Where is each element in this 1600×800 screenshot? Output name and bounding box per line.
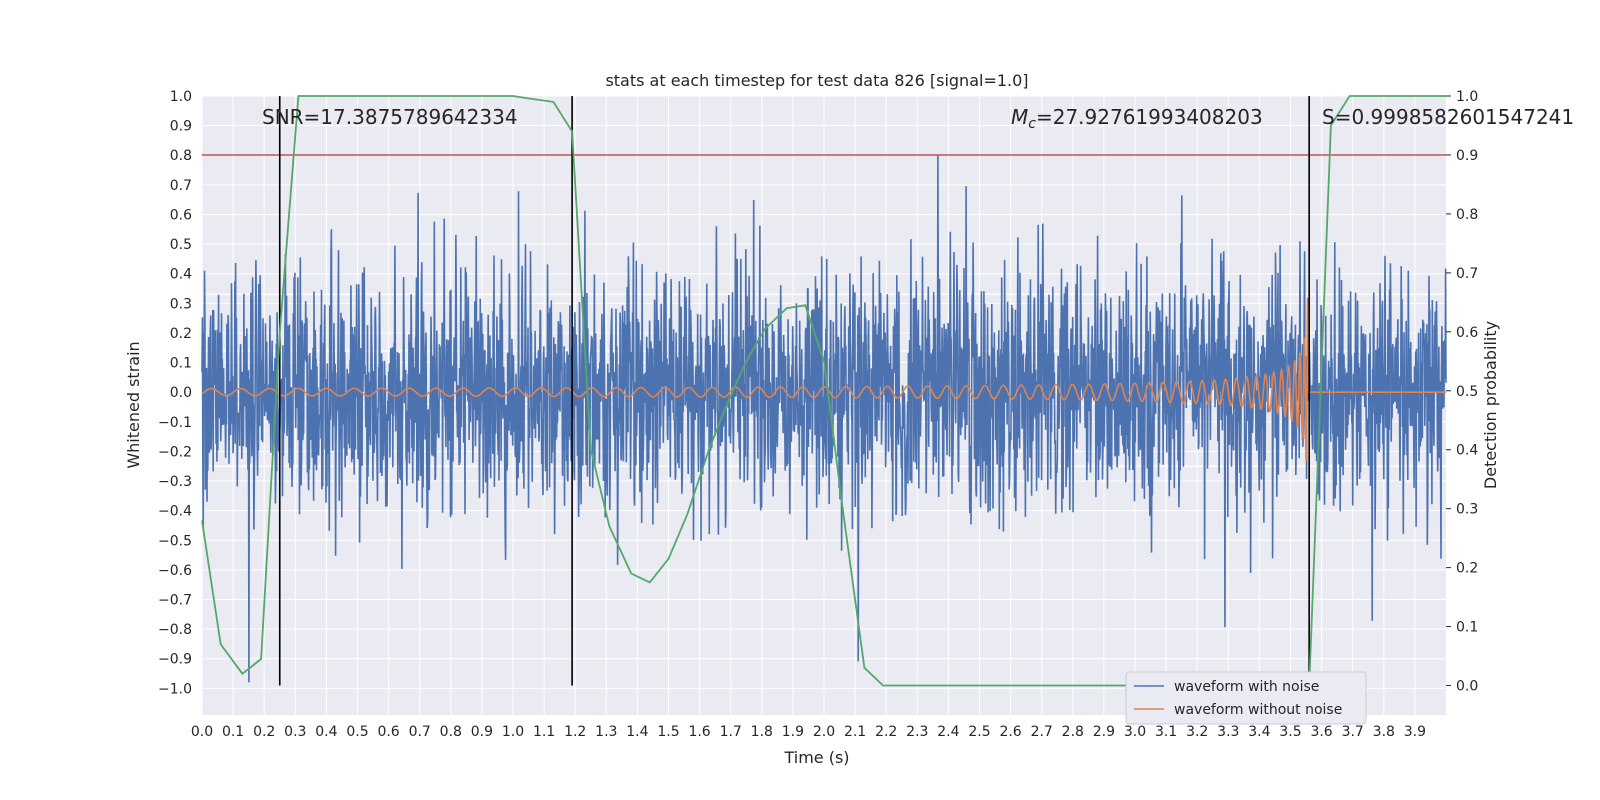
x-tick-label: 1.2 xyxy=(564,724,586,740)
x-tick-label: 0.7 xyxy=(409,724,431,740)
x-tick-labels: 0.0 0.1 0.2 0.3 0.4 0.5 0.6 0.7 0.8 0.9 1.0 1.1 1.2 1… xyxy=(191,724,1426,740)
y-tick-label-right: 0.5 xyxy=(1456,384,1478,400)
clean-waveform-line xyxy=(201,297,1446,461)
noisy-waveform xyxy=(201,155,1447,683)
x-tick-label: 3.3 xyxy=(1217,724,1239,740)
x-tick-label: 2.6 xyxy=(999,724,1021,740)
x-tick-label: 3.2 xyxy=(1186,724,1208,740)
x-axis-label: Time (s) xyxy=(783,748,849,767)
chart-title: stats at each timestep for test data 826… xyxy=(605,71,1028,90)
y-tick-label-left: −0.1 xyxy=(158,415,192,431)
x-tick-label: 1.5 xyxy=(657,724,679,740)
x-tick-label: 3.5 xyxy=(1279,724,1301,740)
x-tick-label: 1.0 xyxy=(502,724,524,740)
chirp-mass-symbol: M xyxy=(1011,105,1028,129)
x-tick-label: 0.1 xyxy=(222,724,244,740)
y-tick-label-left: −1.0 xyxy=(158,681,192,697)
x-tick-label: 3.7 xyxy=(1342,724,1364,740)
x-tick-label: 3.8 xyxy=(1373,724,1395,740)
chirp-mass-value: =27.92761993408203 xyxy=(1036,105,1263,129)
legend: waveform with noise waveform without noi… xyxy=(1125,671,1367,725)
y-tick-label-left: 0.0 xyxy=(170,385,192,401)
x-tick-label: 1.6 xyxy=(688,724,710,740)
y-tick-label-right: 0.2 xyxy=(1456,561,1478,577)
x-tick-label: 2.4 xyxy=(937,724,959,740)
vertical-markers xyxy=(278,96,1310,686)
y-tick-label-left: 0.5 xyxy=(170,237,192,253)
snr-annotation: SNR=17.3875789642334 xyxy=(262,105,518,129)
y-tick-label-right: 0.4 xyxy=(1456,443,1478,459)
y-tick-label-left: −0.7 xyxy=(158,592,192,608)
y-tick-label-right: 0.6 xyxy=(1456,325,1478,341)
x-tick-label: 0.8 xyxy=(440,724,462,740)
x-tick-label: 3.4 xyxy=(1248,724,1270,740)
y-tick-label-right: 0.0 xyxy=(1456,679,1478,695)
x-tick-label: 2.5 xyxy=(968,724,990,740)
y-tick-label-left: 0.2 xyxy=(170,326,192,342)
y-tick-label-right: 0.1 xyxy=(1456,620,1478,636)
x-tick-label: 2.2 xyxy=(875,724,897,740)
right-y-tick-labels: 0.0 0.1 0.2 0.3 0.4 0.5 0.6 0.7 0.8 0.9 1.0 xyxy=(1446,89,1478,695)
chirp-mass-annotation: Mc=27.92761993408203 xyxy=(1011,105,1263,132)
legend-box xyxy=(1125,671,1367,725)
x-tick-label: 2.7 xyxy=(1031,724,1053,740)
x-tick-label: 1.7 xyxy=(720,724,742,740)
noisy-waveform-line xyxy=(201,155,1447,683)
x-tick-label: 0.5 xyxy=(346,724,368,740)
x-tick-label: 0.9 xyxy=(471,724,493,740)
x-tick-label: 0.4 xyxy=(315,724,337,740)
x-tick-label: 2.9 xyxy=(1093,724,1115,740)
y-tick-label-left: 0.3 xyxy=(170,296,192,312)
x-tick-label: 0.2 xyxy=(253,724,275,740)
y-tick-label-right: 0.8 xyxy=(1456,207,1478,223)
x-tick-label: 1.3 xyxy=(595,724,617,740)
x-tick-label: 1.8 xyxy=(751,724,773,740)
x-tick-label: 0.6 xyxy=(377,724,399,740)
y-tick-label-left: −0.2 xyxy=(158,444,192,460)
legend-label-noise: waveform with noise xyxy=(1174,679,1319,695)
y-tick-label-left: −0.4 xyxy=(158,504,192,520)
x-tick-label: 1.1 xyxy=(533,724,555,740)
y-tick-label-left: −0.8 xyxy=(158,622,192,638)
y-tick-label-left: −0.5 xyxy=(158,533,192,549)
x-tick-label: 3.9 xyxy=(1404,724,1426,740)
y-tick-label-left: 0.1 xyxy=(170,356,192,372)
x-tick-label: 1.9 xyxy=(782,724,804,740)
significance-annotation: S=0.9998582601547241 xyxy=(1322,105,1574,129)
y-tick-label-left: 0.9 xyxy=(170,119,192,135)
x-tick-label: 3.1 xyxy=(1155,724,1177,740)
clean-waveform xyxy=(201,297,1446,461)
x-tick-label: 3.6 xyxy=(1310,724,1332,740)
left-y-axis-label: Whitened strain xyxy=(124,341,143,468)
x-tick-label: 2.8 xyxy=(1062,724,1084,740)
grid xyxy=(201,95,1446,715)
y-tick-label-right: 0.3 xyxy=(1456,502,1478,518)
y-tick-label-left: −0.3 xyxy=(158,474,192,490)
left-y-tick-labels: −1.0 −0.9 −0.8 −0.7 −0.6 −0.5 −0.4 −0.3 −0.2 −0.1… xyxy=(158,89,192,697)
chirp-mass-subscript: c xyxy=(1028,116,1036,132)
y-tick-label-left: −0.6 xyxy=(158,563,192,579)
legend-label-clean: waveform without noise xyxy=(1174,702,1342,718)
y-tick-label-left: 0.7 xyxy=(170,178,192,194)
y-tick-label-left: 0.4 xyxy=(170,267,192,283)
x-tick-label: 2.0 xyxy=(813,724,835,740)
x-tick-label: 3.0 xyxy=(1124,724,1146,740)
y-tick-label-left: 0.6 xyxy=(170,207,192,223)
y-tick-label-right: 1.0 xyxy=(1456,89,1478,105)
y-tick-label-left: 1.0 xyxy=(170,89,192,105)
y-tick-label-left: −0.9 xyxy=(158,652,192,668)
y-tick-label-left: 0.8 xyxy=(170,148,192,164)
x-tick-label: 2.1 xyxy=(844,724,866,740)
x-tick-label: 1.4 xyxy=(626,724,648,740)
x-tick-label: 0.3 xyxy=(284,724,306,740)
y-tick-label-right: 0.7 xyxy=(1456,266,1478,282)
x-tick-label: 0.0 xyxy=(191,724,213,740)
x-tick-label: 2.3 xyxy=(906,724,928,740)
y-tick-label-right: 0.9 xyxy=(1456,148,1478,164)
right-y-axis-label: Detection probability xyxy=(1481,321,1500,489)
